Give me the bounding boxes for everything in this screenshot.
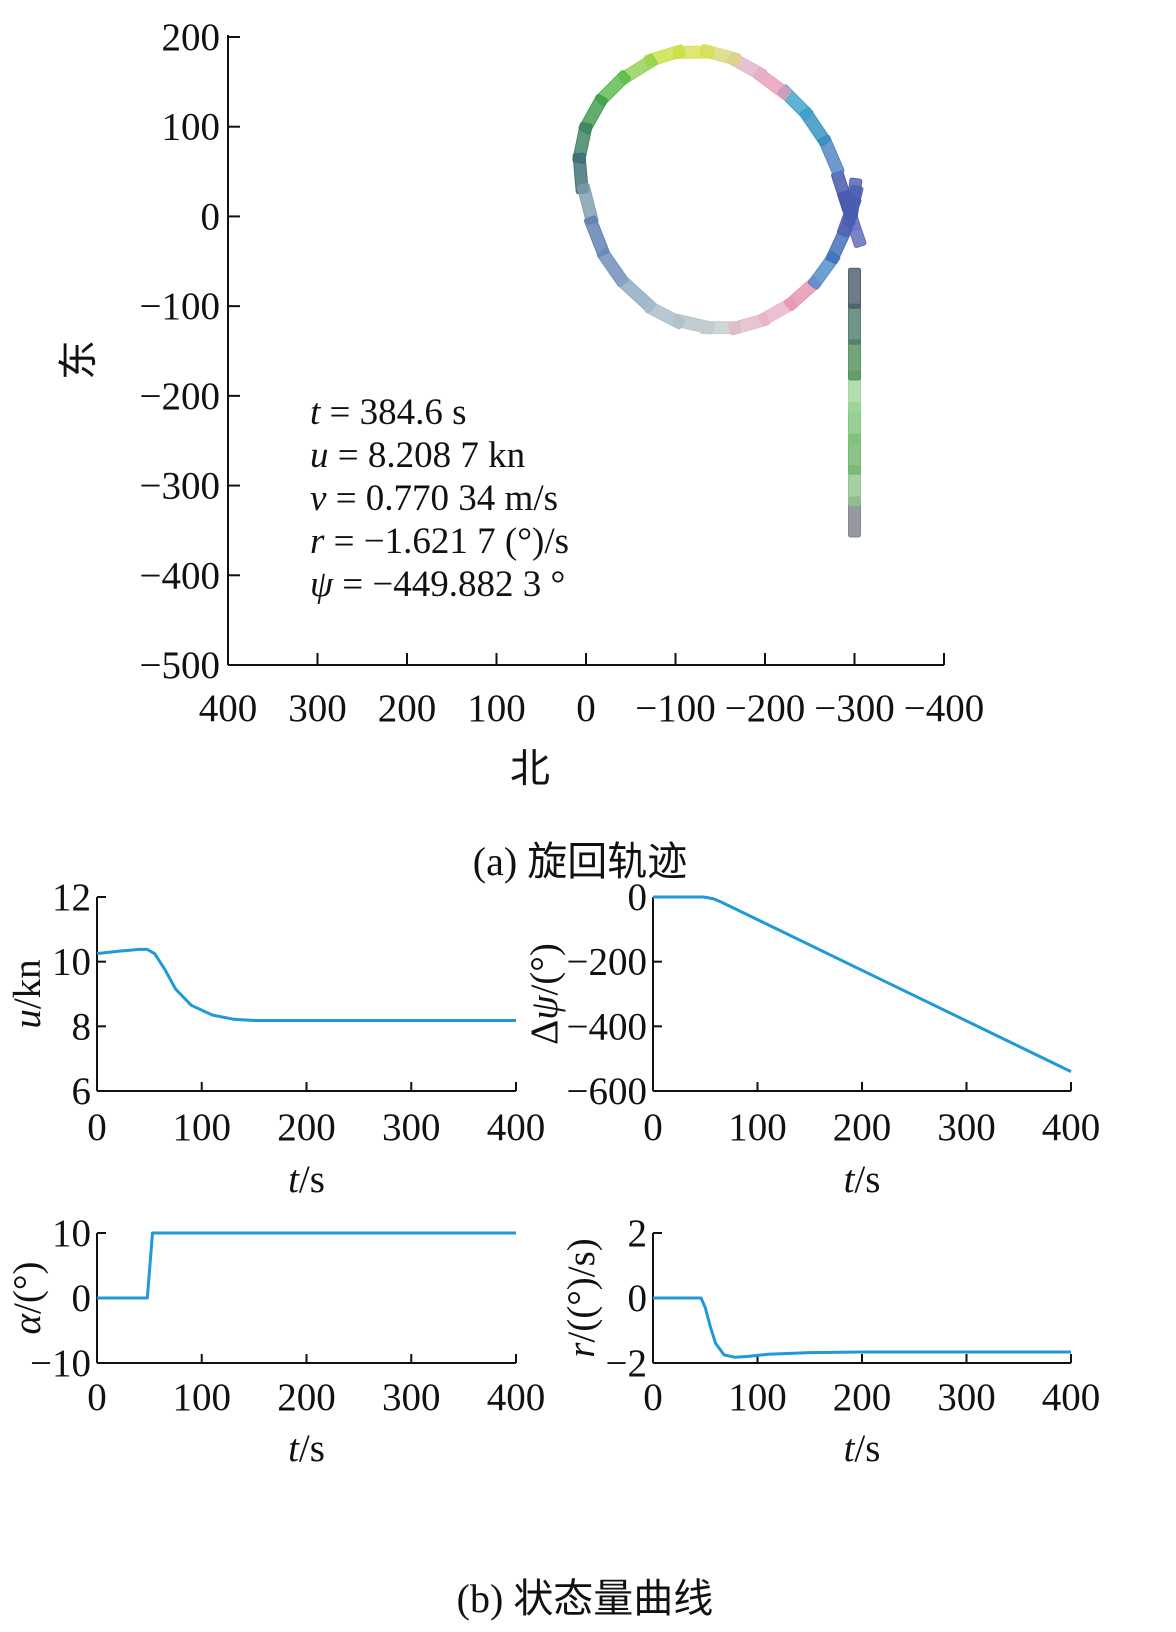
annotation-line: v = 0.770 34 m/s [310, 478, 558, 519]
x-tick-label: 0 [87, 1106, 107, 1149]
annotation-line: ψ = −449.882 3 ° [310, 564, 565, 605]
x-tick-label: 100 [173, 1106, 232, 1149]
y-axis-label: 东 [56, 340, 101, 380]
x-tick-label: 400 [1042, 1376, 1101, 1419]
ship-marker [848, 339, 861, 381]
y-axis-label: r/((°)/s) [560, 1238, 603, 1358]
y-tick-label: 100 [162, 106, 221, 149]
annotation-line: r = −1.621 7 (°)/s [310, 521, 569, 562]
x-tick-label: 100 [467, 687, 526, 730]
y-tick-label: −100 [140, 285, 221, 328]
ship-marker [844, 177, 863, 220]
x-axis-label: t/s [288, 1427, 325, 1470]
x-tick-label: 0 [643, 1376, 663, 1419]
annotation-line: u = 8.208 7 kn [310, 435, 525, 476]
x-tick-label: 300 [382, 1376, 441, 1419]
y-tick-label: 2 [628, 1212, 648, 1255]
y-tick-label: 0 [628, 876, 648, 919]
y-axis-label: u/kn [6, 959, 49, 1028]
y-tick-label: −500 [140, 644, 221, 687]
x-tick-label: 200 [833, 1376, 892, 1419]
series-line [96, 947, 516, 1022]
x-tick-label: 200 [277, 1106, 336, 1149]
x-tick-label: 100 [173, 1376, 232, 1419]
y-tick-label: 8 [72, 1005, 92, 1048]
y-tick-label: −300 [140, 465, 221, 508]
x-tick-label: 200 [378, 687, 437, 730]
x-axis-label: 北 [510, 746, 550, 791]
y-tick-label: −400 [567, 1005, 648, 1048]
x-tick-label: 400 [1042, 1106, 1101, 1149]
x-axis-label: t/s [288, 1158, 325, 1201]
y-tick-label: 0 [628, 1277, 648, 1320]
x-tick-label: 100 [728, 1106, 787, 1149]
series-line [653, 1296, 1071, 1359]
caption-a: (a) 旋回轨迹 [473, 839, 687, 884]
x-tick-label: 100 [728, 1376, 787, 1419]
x-tick-label: −400 [904, 687, 985, 730]
y-tick-label: 12 [52, 876, 91, 919]
y-tick-label: 200 [162, 16, 221, 59]
y-tick-label: −600 [567, 1070, 648, 1113]
x-tick-label: 400 [487, 1106, 546, 1149]
chart-u: 12 10 8 60 100 200 300 400 t/s u/kn [6, 876, 545, 1201]
y-tick-label: −200 [567, 941, 648, 984]
series-line [97, 1231, 516, 1300]
x-tick-label: 400 [487, 1376, 546, 1419]
x-tick-label: 400 [199, 687, 258, 730]
x-tick-label: −100 [635, 687, 716, 730]
x-tick-label: 300 [382, 1106, 441, 1149]
x-tick-label: 300 [937, 1106, 996, 1149]
y-axis-label: α/(°) [6, 1262, 49, 1335]
y-tick-label: 6 [72, 1070, 92, 1113]
y-tick-label: −2 [606, 1342, 648, 1385]
ship-marker [848, 267, 861, 309]
x-tick-label: 300 [288, 687, 347, 730]
y-tick-label: 10 [52, 1212, 91, 1255]
annotation-line: t = 384.6 s [310, 392, 467, 433]
y-tick-label: −400 [140, 554, 221, 597]
x-tick-label: −300 [814, 687, 895, 730]
x-tick-label: 200 [277, 1376, 336, 1419]
y-tick-label: −200 [140, 375, 221, 418]
series-line [653, 895, 1072, 1073]
ship-marker [848, 303, 861, 345]
y-axis-label: Δψ/(°) [523, 943, 566, 1045]
x-tick-label: 0 [576, 687, 596, 730]
x-tick-label: 200 [833, 1106, 892, 1149]
x-tick-label: −200 [725, 687, 806, 730]
caption-b: (b) 状态量曲线 [457, 1576, 714, 1621]
x-axis-label: t/s [844, 1158, 881, 1201]
x-tick-label: 300 [937, 1376, 996, 1419]
x-axis-label: t/s [844, 1427, 881, 1470]
y-tick-label: −10 [30, 1342, 91, 1385]
y-tick-label: 0 [72, 1277, 92, 1320]
y-tick-label: 0 [201, 195, 221, 238]
x-tick-label: 0 [643, 1106, 663, 1149]
y-tick-label: 10 [52, 941, 91, 984]
x-tick-label: 0 [87, 1376, 107, 1419]
